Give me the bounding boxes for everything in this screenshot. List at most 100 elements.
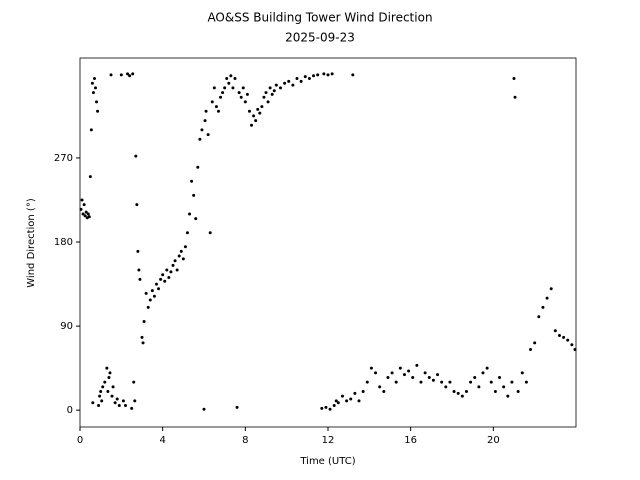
point bbox=[154, 282, 158, 286]
point bbox=[440, 380, 444, 384]
plot-frame bbox=[79, 57, 577, 428]
point bbox=[245, 92, 249, 96]
point bbox=[83, 214, 87, 218]
point bbox=[452, 390, 456, 394]
point bbox=[229, 74, 233, 78]
point bbox=[165, 268, 169, 272]
point bbox=[436, 373, 440, 377]
x-tick-label: 8 bbox=[242, 435, 248, 446]
point bbox=[210, 100, 214, 104]
point bbox=[136, 249, 140, 253]
point bbox=[243, 100, 247, 104]
point bbox=[566, 338, 570, 342]
point bbox=[390, 371, 394, 375]
point bbox=[295, 77, 299, 81]
point bbox=[266, 100, 270, 104]
point bbox=[328, 407, 332, 411]
point bbox=[520, 371, 524, 375]
x-axis-label: Time (UTC) bbox=[299, 456, 355, 467]
point bbox=[287, 79, 291, 83]
point bbox=[108, 371, 112, 375]
x-tick-label: 16 bbox=[404, 435, 417, 446]
point bbox=[278, 86, 282, 90]
point bbox=[320, 406, 324, 410]
y-axis-label: Wind Direction (°) bbox=[26, 198, 37, 288]
point bbox=[181, 257, 185, 261]
point bbox=[448, 380, 452, 384]
point bbox=[119, 73, 123, 77]
point bbox=[239, 95, 243, 99]
point bbox=[481, 371, 485, 375]
point bbox=[332, 404, 336, 408]
point bbox=[225, 77, 229, 81]
point bbox=[456, 391, 460, 395]
point bbox=[101, 385, 105, 389]
point bbox=[513, 95, 517, 99]
point bbox=[138, 277, 142, 281]
point bbox=[227, 81, 231, 85]
point bbox=[351, 73, 355, 77]
point bbox=[216, 109, 220, 113]
point bbox=[512, 77, 516, 81]
point bbox=[549, 287, 553, 291]
point bbox=[477, 385, 481, 389]
y-tick-label: 90 bbox=[60, 321, 73, 332]
x-tick-label: 0 bbox=[77, 435, 83, 446]
point bbox=[262, 95, 266, 99]
x-tick-label: 4 bbox=[159, 435, 165, 446]
point bbox=[179, 249, 183, 253]
point bbox=[111, 385, 115, 389]
point bbox=[163, 279, 167, 283]
point bbox=[570, 343, 574, 347]
point bbox=[150, 289, 154, 293]
point bbox=[159, 277, 163, 281]
point bbox=[312, 74, 316, 78]
point bbox=[502, 385, 506, 389]
point bbox=[94, 86, 97, 90]
point bbox=[110, 394, 114, 398]
point bbox=[90, 81, 94, 85]
point bbox=[510, 380, 514, 384]
point bbox=[427, 375, 431, 379]
point bbox=[394, 380, 398, 384]
point bbox=[361, 390, 365, 394]
point bbox=[91, 91, 95, 95]
y-tick-label: 180 bbox=[54, 237, 73, 248]
point bbox=[411, 375, 415, 379]
point bbox=[142, 319, 146, 323]
point bbox=[322, 72, 326, 76]
point bbox=[157, 287, 161, 291]
point bbox=[99, 390, 103, 394]
point bbox=[365, 380, 369, 384]
point bbox=[541, 305, 545, 309]
point bbox=[489, 380, 493, 384]
point bbox=[140, 335, 144, 339]
point bbox=[198, 137, 202, 141]
point bbox=[562, 335, 566, 339]
point bbox=[203, 119, 207, 123]
point bbox=[473, 375, 477, 379]
point bbox=[231, 86, 235, 90]
point bbox=[272, 89, 276, 93]
point bbox=[469, 380, 473, 384]
point bbox=[258, 111, 262, 115]
point bbox=[247, 109, 251, 113]
point bbox=[326, 73, 330, 77]
point bbox=[250, 123, 254, 127]
point bbox=[141, 341, 145, 345]
point bbox=[369, 366, 373, 370]
point bbox=[460, 394, 464, 398]
point bbox=[196, 165, 200, 169]
point bbox=[152, 294, 156, 298]
point bbox=[106, 390, 110, 394]
point bbox=[175, 268, 179, 272]
point bbox=[105, 366, 109, 370]
point bbox=[98, 394, 102, 398]
point bbox=[97, 404, 101, 408]
point bbox=[206, 133, 210, 137]
point bbox=[386, 375, 390, 379]
point bbox=[183, 245, 187, 249]
chart-subtitle: 2025-09-23 bbox=[285, 31, 355, 45]
point bbox=[464, 390, 468, 394]
point bbox=[415, 363, 419, 367]
